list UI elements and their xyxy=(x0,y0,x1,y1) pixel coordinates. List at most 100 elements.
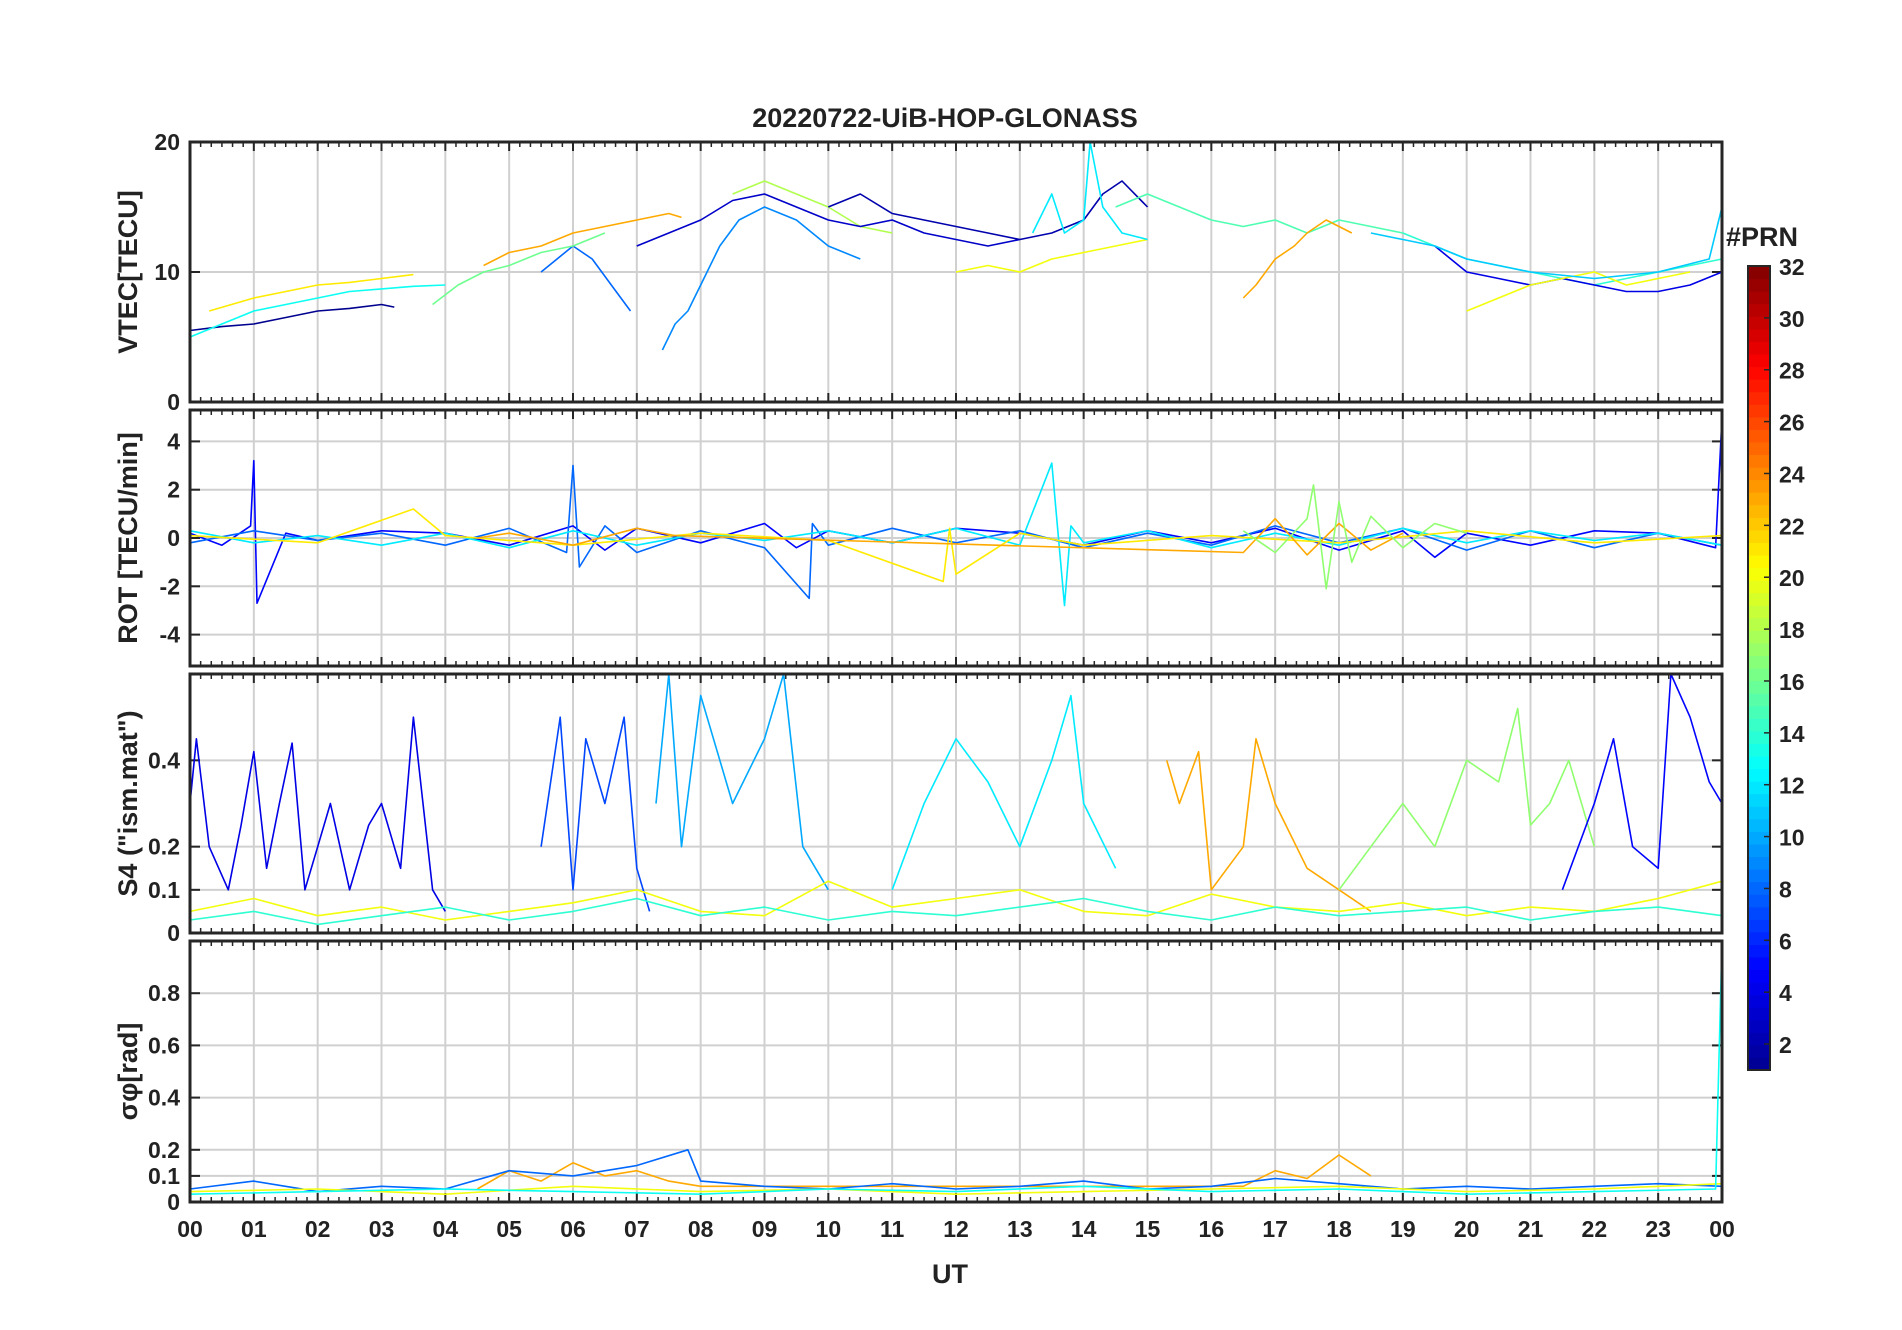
series-prn-21 xyxy=(189,508,1723,583)
colorbar-swatch xyxy=(1748,743,1770,757)
colorbar-swatch xyxy=(1748,542,1770,556)
y-tick-label: 0 xyxy=(167,920,180,946)
colorbar-swatch xyxy=(1748,1044,1770,1059)
panel-sigma_phi: 00.10.2 0.4 0.6 0.8σφ[rad] xyxy=(113,939,1724,1215)
colorbar-label: #PRN xyxy=(1726,222,1798,252)
colorbar-swatch xyxy=(1748,467,1770,481)
x-tick-label: 20 xyxy=(1454,1216,1480,1242)
x-tick-label: 06 xyxy=(560,1216,586,1242)
colorbar-tick-label: 10 xyxy=(1779,825,1805,851)
x-tick-label: 00 xyxy=(1709,1216,1735,1242)
colorbar-swatch xyxy=(1748,592,1770,606)
colorbar-tick-label: 28 xyxy=(1779,358,1805,384)
colorbar-swatch xyxy=(1748,580,1770,594)
x-tick-label: 23 xyxy=(1645,1216,1671,1242)
colorbar-swatch xyxy=(1748,441,1770,456)
colorbar-swatch xyxy=(1748,931,1770,945)
colorbar-swatch xyxy=(1748,454,1770,468)
series-prn-21 xyxy=(208,273,414,312)
series-prn-23 xyxy=(1165,738,1372,913)
colorbar-swatch xyxy=(1748,328,1770,342)
colorbar-swatch xyxy=(1748,391,1770,405)
series-prn-4 xyxy=(189,716,446,912)
series-prn-8 xyxy=(189,464,1723,600)
colorbar-swatch xyxy=(1748,956,1770,971)
colorbar-swatch xyxy=(1748,705,1770,719)
series-prn-16 xyxy=(432,232,606,306)
x-tick-label: 09 xyxy=(752,1216,778,1242)
colorbar-swatch xyxy=(1748,693,1770,707)
colorbar-swatch xyxy=(1748,567,1770,581)
x-tick-label: 11 xyxy=(880,1216,905,1242)
colorbar-swatch xyxy=(1748,680,1770,694)
colorbar-swatch xyxy=(1748,768,1770,782)
colorbar-tick-label: 6 xyxy=(1779,928,1792,954)
colorbar-swatch xyxy=(1748,517,1770,531)
colorbar-swatch xyxy=(1748,366,1770,380)
x-tick-label: 17 xyxy=(1262,1216,1288,1242)
colorbar-tick-label: 2 xyxy=(1779,1032,1792,1058)
x-tick-label: 12 xyxy=(943,1216,969,1242)
colorbar-swatch xyxy=(1748,303,1770,317)
x-tick-label: 18 xyxy=(1326,1216,1352,1242)
y-tick-label: 0 xyxy=(167,1189,180,1215)
series-prn-4 xyxy=(1434,245,1723,293)
y-tick-label: -2 xyxy=(160,573,180,599)
panel-frame xyxy=(188,939,1724,1204)
colorbar-swatch xyxy=(1748,894,1770,908)
colorbar-swatch xyxy=(1748,642,1770,657)
series-prn-13 xyxy=(189,284,446,338)
colorbar-tick-label: 20 xyxy=(1779,565,1805,591)
x-tick-label: 14 xyxy=(1071,1216,1097,1242)
y-tick-label: 0.2 xyxy=(148,1137,180,1163)
colorbar-swatch xyxy=(1748,994,1770,1008)
y-tick-label: 10 xyxy=(154,259,180,285)
colorbar-swatch xyxy=(1748,793,1770,807)
colorbar-swatch xyxy=(1748,730,1770,744)
colorbar-swatch xyxy=(1748,617,1770,631)
panel-s4: 0 0.1 0.2 0.4S4 ("ism.mat") xyxy=(113,672,1724,946)
colorbar-swatch xyxy=(1748,278,1770,292)
x-tick-label: 15 xyxy=(1135,1216,1161,1242)
colorbar-tick-label: 14 xyxy=(1779,721,1805,747)
series-prn-20 xyxy=(189,880,1723,921)
x-tick-label: 08 xyxy=(688,1216,714,1242)
colorbar-swatch xyxy=(1748,843,1770,858)
x-axis-label: UT xyxy=(932,1259,968,1289)
y-tick-label: 4 xyxy=(167,428,180,454)
panel-rot: -4 -2 0 2 4 ROT [TECU/min] xyxy=(113,408,1724,668)
colorbar-swatch xyxy=(1748,605,1770,619)
colorbar-tick-label: 8 xyxy=(1779,876,1792,902)
colorbar-swatch xyxy=(1748,881,1770,895)
series-prn-12 xyxy=(189,462,1723,607)
series-prn-8 xyxy=(540,245,632,312)
colorbar-swatch xyxy=(1748,781,1770,795)
x-tick-label: 07 xyxy=(624,1216,650,1242)
y-tick-label: 0.4 xyxy=(148,747,180,773)
colorbar-swatch xyxy=(1748,969,1770,983)
series-prn-2 xyxy=(827,180,1149,241)
series-prn-12 xyxy=(891,694,1117,891)
x-tick-label: 13 xyxy=(1007,1216,1033,1242)
colorbar-tick-label: 18 xyxy=(1779,617,1805,643)
series-prn-8 xyxy=(189,1149,1723,1193)
colorbar-frame xyxy=(1747,265,1771,1071)
colorbar-swatch xyxy=(1748,655,1770,669)
y-tick-label: 20 xyxy=(154,129,180,155)
panel-frame xyxy=(188,672,1724,935)
colorbar-swatch xyxy=(1748,479,1770,493)
y-tick-label: -4 xyxy=(160,622,181,648)
y-tick-label: 0.6 xyxy=(148,1032,180,1058)
colorbar-swatch xyxy=(1748,492,1770,506)
x-tick-label: 22 xyxy=(1582,1216,1608,1242)
series-prn-14 xyxy=(189,897,1723,926)
series-prn-5 xyxy=(1561,673,1723,891)
colorbar-swatch xyxy=(1748,504,1770,518)
colorbar-swatch xyxy=(1748,755,1770,770)
x-tick-label: 19 xyxy=(1390,1216,1416,1242)
colorbar-tick-label: 16 xyxy=(1779,669,1805,695)
colorbar-swatch xyxy=(1748,818,1770,832)
colorbar-tick-label: 32 xyxy=(1779,254,1805,280)
colorbar-swatch xyxy=(1748,630,1770,644)
